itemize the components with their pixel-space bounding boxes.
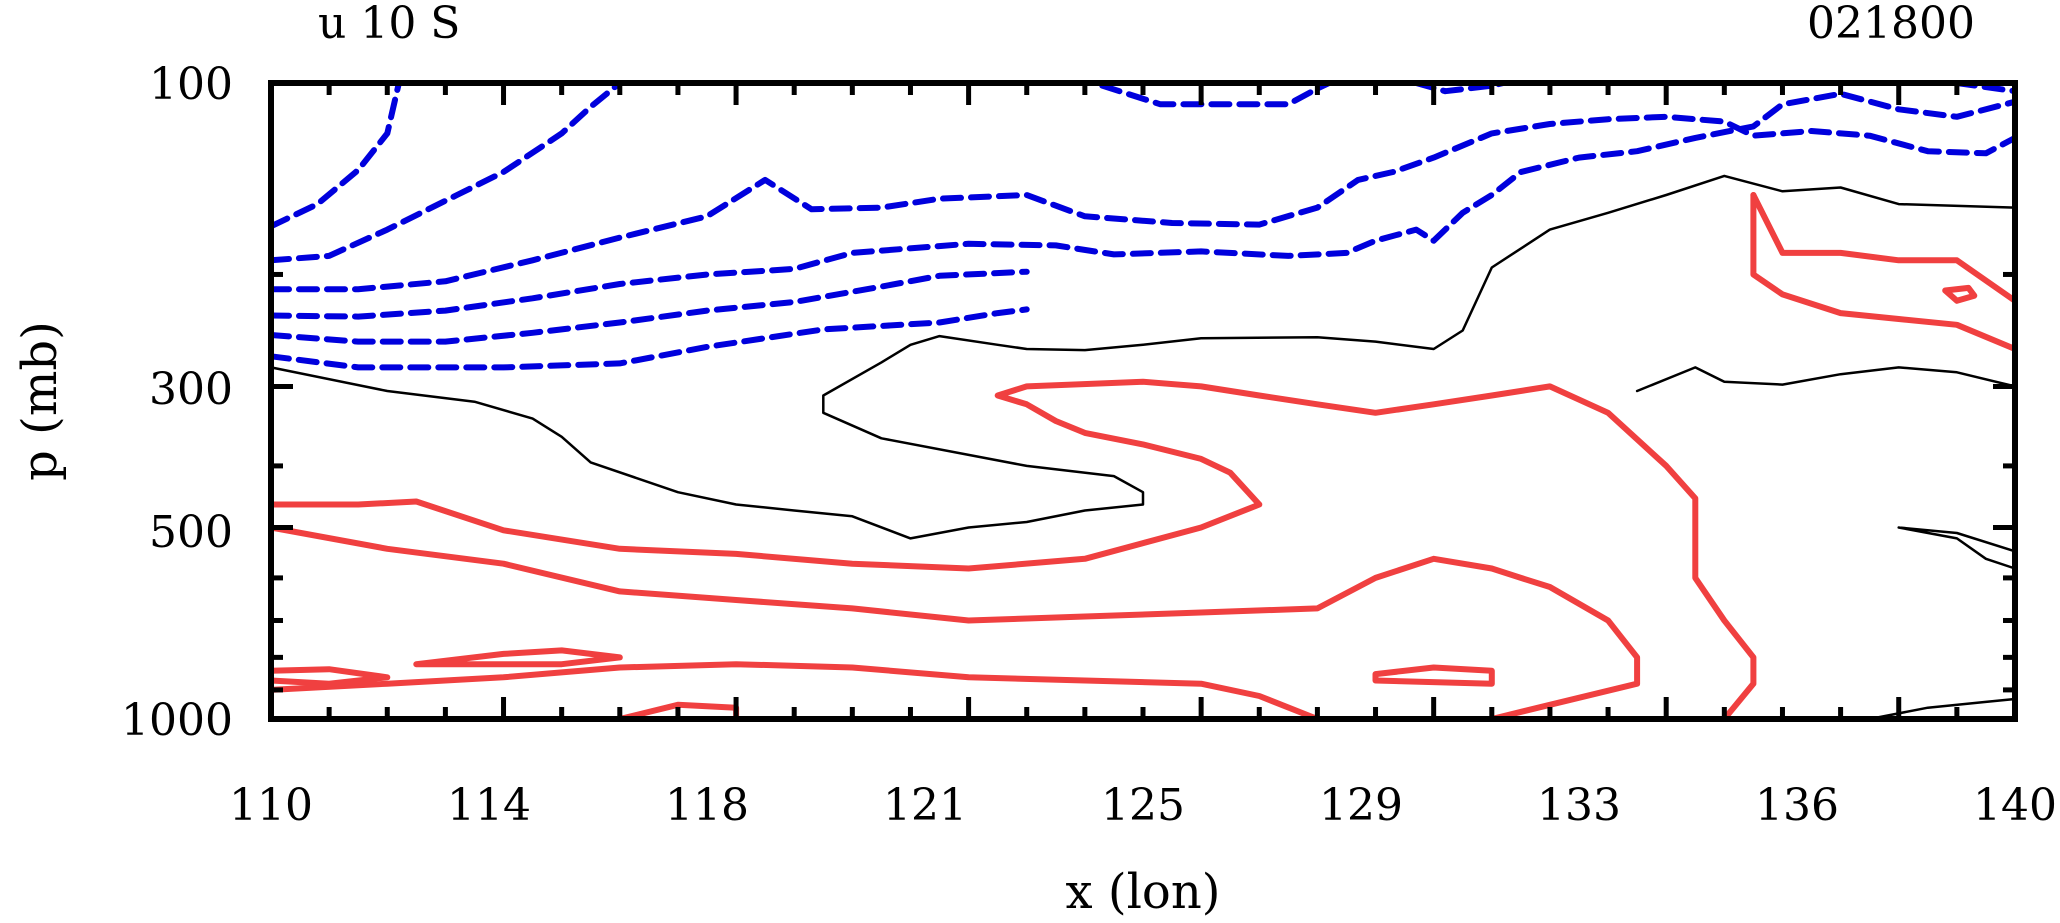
contour-line-positive-15 — [268, 666, 391, 687]
contour-line-positive-19 — [1372, 664, 1495, 687]
x-tick-label-121: 121 — [883, 780, 967, 831]
contour-line-zero-11 — [1897, 526, 2017, 570]
chart-title-left: u 10 S — [318, 0, 460, 49]
y-tick-label-300: 300 — [149, 364, 233, 415]
contour-line-positive-14 — [268, 378, 1757, 722]
x-tick-label-114: 114 — [447, 780, 531, 831]
contour-line-negative-6 — [1099, 80, 1332, 108]
contour-line-positive-16 — [413, 647, 623, 668]
x-tick-label-140: 140 — [1973, 780, 2057, 831]
plot-frame — [268, 80, 2018, 722]
contour-line-negative-0 — [268, 80, 402, 230]
contour-line-positive-13 — [268, 524, 1641, 722]
y-tick-label-500: 500 — [149, 507, 233, 558]
contour-line-negative-5 — [268, 306, 1030, 371]
x-tick-label-125: 125 — [1101, 780, 1185, 831]
contour-line-negative-3 — [268, 90, 2018, 320]
x-tick-label-136: 136 — [1755, 780, 1839, 831]
contour-line-positive-22 — [1942, 284, 1978, 304]
y-axis-label: p (mb) — [12, 321, 68, 481]
contour-line-positive-21 — [1750, 192, 2018, 352]
contour-lines — [268, 80, 2018, 722]
contour-line-negative-1 — [268, 80, 623, 264]
contour-line-negative-4 — [268, 268, 1030, 345]
x-axis-label: x (lon) — [1066, 864, 1221, 920]
axis-ticks — [268, 80, 2018, 722]
contour-line-zero-9 — [269, 174, 2017, 540]
x-tick-label-129: 129 — [1319, 780, 1403, 831]
x-tick-label-110: 110 — [229, 780, 313, 831]
contour-line-zero-10 — [1635, 366, 2017, 393]
x-tick-label-133: 133 — [1537, 780, 1621, 831]
contour-line-negative-2 — [268, 113, 2018, 293]
y-tick-label-100: 100 — [149, 59, 233, 110]
contour-line-positive-17 — [268, 661, 1321, 722]
x-tick-label-118: 118 — [665, 780, 749, 831]
y-tick-label-1000: 1000 — [121, 695, 233, 746]
contour-line-positive-20 — [1750, 192, 2018, 304]
chart-title-right: 021800 — [1807, 0, 1975, 49]
